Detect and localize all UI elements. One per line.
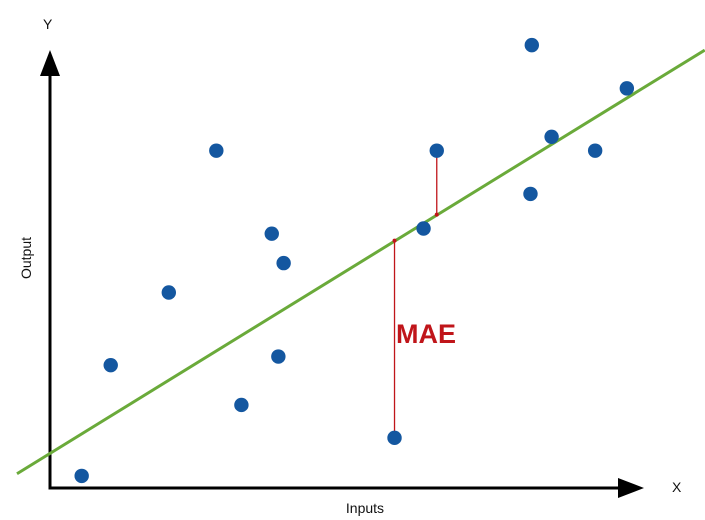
y-axis-title: Output [18, 237, 34, 279]
data-points [74, 37, 635, 484]
mae-annotation: MAE [396, 319, 456, 349]
data-point [74, 468, 89, 484]
data-point [271, 349, 286, 364]
error-segment-endpoint [434, 212, 439, 217]
data-point [161, 285, 176, 300]
data-point [209, 143, 224, 158]
axes [40, 50, 644, 498]
x-axis-letter: X [672, 479, 682, 495]
x-axis-title: Inputs [346, 500, 384, 516]
data-point [264, 226, 279, 241]
data-point [524, 37, 539, 53]
data-point [429, 143, 444, 158]
y-axis-letter: Y [43, 16, 53, 32]
error-segments [392, 150, 439, 438]
data-point [234, 397, 249, 413]
data-point [416, 221, 431, 236]
data-point [103, 357, 118, 373]
data-point [544, 129, 559, 145]
error-segment-endpoint [392, 238, 397, 243]
regression-line [16, 48, 705, 476]
y-axis-arrowhead [40, 50, 60, 76]
x-axis-arrowhead [618, 478, 644, 498]
data-point [523, 186, 538, 202]
data-point [587, 143, 603, 158]
data-point [619, 81, 635, 96]
data-point [276, 255, 291, 271]
data-point [387, 430, 402, 446]
